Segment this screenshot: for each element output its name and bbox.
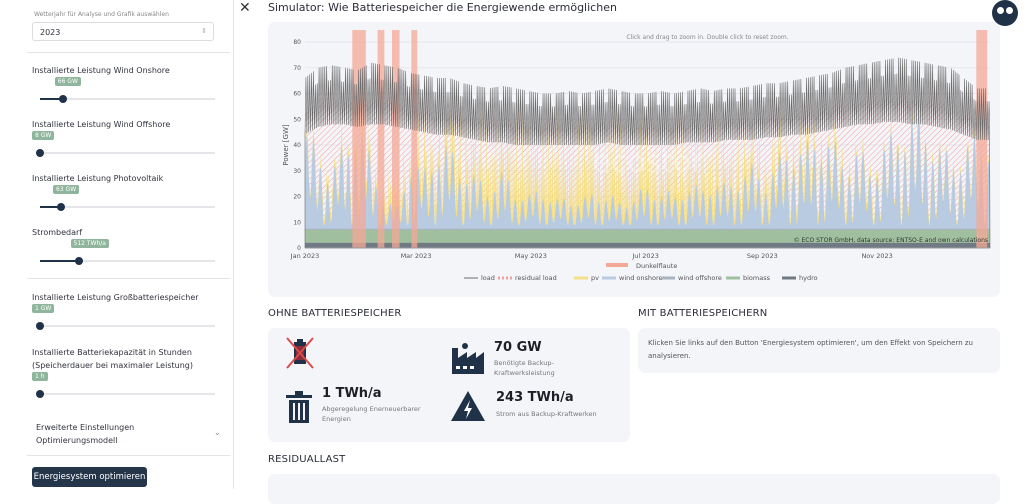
backup-energy-desc: Strom aus Backup-Kraftwerken (496, 410, 597, 418)
close-icon[interactable]: ✕ (239, 0, 251, 16)
optimize-button[interactable]: Energiesystem optimieren (32, 467, 147, 487)
dunkelflaute-band (976, 30, 988, 248)
y-tick-label: 50 (293, 116, 301, 123)
slider-handle[interactable] (36, 322, 44, 330)
slider-label: Installierte Leistung Photovoltaik (32, 174, 164, 183)
watermark: ecostor (592, 145, 704, 180)
legend-item: residual load (515, 274, 557, 282)
without-title: OHNE BATTERIESPEICHER (268, 308, 402, 319)
slider-handle[interactable] (58, 95, 67, 103)
slider-track[interactable] (40, 206, 215, 208)
residual-title: RESIDUALLAST (268, 454, 346, 465)
curtailment-value: 1 TWh/a (322, 386, 382, 401)
backup-energy-value: 243 TWh/a (496, 390, 574, 405)
with-title: MIT BATTERIESPEICHERN (638, 308, 768, 319)
dunkelflaute-band (391, 30, 400, 248)
trash-icon (286, 391, 312, 423)
chart-card: 0 10 20 30 40 50 60 70 80 Power [GW] Jan 2023 Mar 2… (268, 22, 1000, 297)
slider-track[interactable] (40, 393, 215, 395)
dunkelflaute-band (352, 30, 366, 248)
year-label: Wetterjahr für Analyse und Grafik auswäh… (34, 11, 169, 18)
slider-handle[interactable] (36, 390, 44, 398)
slider-handle[interactable] (36, 149, 44, 157)
residual-card (268, 474, 1000, 504)
legend-item: pv (591, 274, 599, 282)
curtailment-desc: Abgeregelung Enerneuerbarer Energien (322, 405, 421, 423)
residual-load-area (305, 57, 990, 249)
backup-capacity-value: 70 GW (494, 340, 542, 355)
advanced-settings-expander[interactable]: Erweiterte Einstellungen Optimierungsmode… (36, 423, 135, 445)
y-tick-label: 20 (293, 194, 301, 201)
y-tick-label: 10 (293, 219, 301, 226)
x-tick-label: Nov 2023 (861, 252, 892, 260)
dunkelflaute-band (411, 30, 418, 248)
slider-label: Strombedarf (32, 228, 83, 237)
with-message: Klicken Sie links auf den Button 'Energi… (648, 339, 973, 360)
slider-handle[interactable] (74, 257, 83, 265)
dunkelflaute-band (377, 30, 385, 248)
slider-value-tag: 1 GW (32, 304, 55, 313)
with-card: Klicken Sie links auf den Button 'Energi… (638, 328, 1000, 373)
select-arrows-icon: ⇕ (201, 27, 207, 35)
warning-bolt-icon (451, 391, 485, 421)
hydro-area (305, 242, 990, 248)
legend-item: biomass (743, 274, 771, 282)
y-tick-label: 0 (297, 245, 301, 252)
divider (27, 52, 230, 53)
dunkelflaute-legend-label: Dunkelflaute (636, 262, 677, 270)
slider-value-tag: 1 h (32, 372, 48, 381)
load-line (304, 57, 991, 249)
y-tick-label: 40 (293, 142, 301, 149)
slider-value-tag: 512 TWh/a (70, 239, 109, 248)
divider (27, 278, 230, 279)
y-tick-label: 80 (293, 39, 301, 46)
legend-item: load (481, 274, 495, 282)
factory-icon (452, 343, 484, 374)
without-card: 70 GW Benötigte Backup- Kraftwerksleistun… (268, 328, 630, 442)
dunkelflaute-legend-swatch (606, 263, 628, 267)
year-value: 2023 (40, 28, 61, 37)
credit: © ECO STOR GmbH, data source: ENTSO-E an… (794, 237, 988, 244)
slider-track[interactable] (40, 152, 215, 154)
slider-track[interactable] (40, 98, 215, 100)
no-battery-icon (286, 337, 314, 369)
legend-item: hydro (799, 274, 818, 282)
energy-chart[interactable]: 0 10 20 30 40 50 60 70 80 Power [GW] Jan 2023 Mar 2… (268, 22, 1000, 297)
divider (27, 455, 230, 456)
y-tick-label: 60 (293, 91, 301, 98)
avatar[interactable] (992, 0, 1018, 26)
backup-capacity-desc: Benötigte Backup- Kraftwerksleistung (494, 359, 555, 377)
x-tick-label: Jul 2023 (631, 252, 658, 260)
slider-label: Installierte Leistung Wind Offshore (32, 120, 171, 129)
slider-label: Installierte Leistung Wind Onshore (32, 66, 170, 75)
slider-label: Installierte Leistung Großbatteriespeich… (32, 293, 199, 302)
year-select[interactable]: 2023 ⇕ (32, 22, 214, 41)
slider-track[interactable] (40, 260, 215, 262)
x-tick-label: Mar 2023 (401, 252, 432, 260)
wind-onshore-area (305, 112, 990, 248)
slider-value-tag: 66 GW (54, 77, 81, 86)
page-title: Simulator: Wie Batteriespeicher die Ener… (268, 1, 617, 14)
x-tick-label: Jan 2023 (290, 252, 320, 260)
y-tick-label: 30 (293, 168, 301, 175)
slider-handle[interactable] (57, 203, 65, 211)
slider-value-tag: 8 GW (32, 131, 55, 140)
y-axis-label: Power [GW] (282, 124, 290, 165)
x-tick-label: May 2023 (515, 252, 547, 260)
sidebar: Wetterjahr für Analyse und Grafik auswäh… (0, 0, 234, 489)
slider-value-tag: 63 GW (53, 185, 80, 194)
chevron-down-icon[interactable]: ⌄ (214, 428, 221, 437)
legend-item: wind offshore (678, 274, 722, 282)
x-tick-label: Sep 2023 (747, 252, 778, 260)
y-tick-label: 70 (293, 65, 301, 72)
slider-track[interactable] (40, 325, 215, 327)
zoom-hint: Click and drag to zoom in. Double click … (626, 34, 788, 41)
slider-label: Installierte Batteriekapazität in Stunde… (32, 348, 193, 370)
legend-item: wind onshore (619, 274, 663, 282)
